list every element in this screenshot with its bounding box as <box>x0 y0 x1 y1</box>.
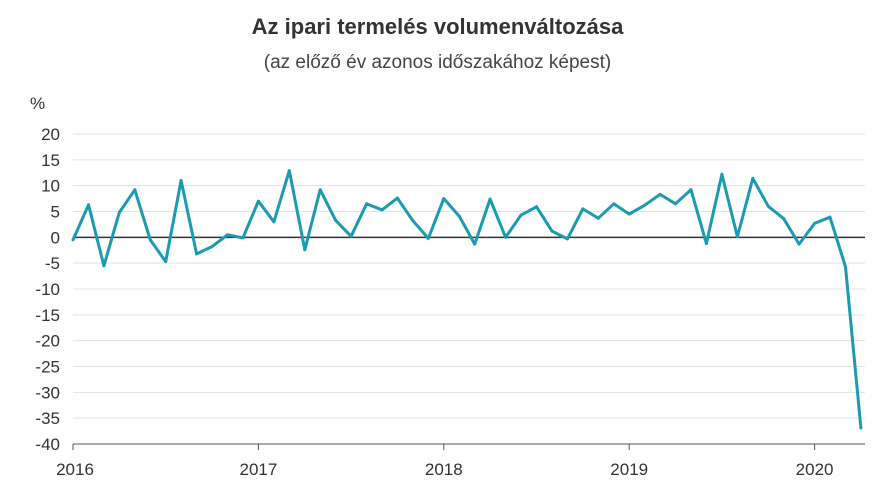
data-point <box>658 192 662 196</box>
data-point <box>859 426 863 430</box>
data-point <box>287 169 291 173</box>
y-tick-label: -20 <box>35 332 60 351</box>
y-tick-label: -30 <box>35 383 60 402</box>
chart-subtitle: (az előző év azonos időszakához képest) <box>263 52 612 73</box>
data-point <box>133 188 137 192</box>
data-point <box>596 216 600 220</box>
y-tick-label: -15 <box>35 306 60 325</box>
y-tick-label: 10 <box>41 177 60 196</box>
data-point <box>102 264 106 268</box>
data-point <box>550 229 554 233</box>
data-point <box>272 220 276 224</box>
x-tick-label: 2020 <box>796 460 834 479</box>
data-point <box>473 242 477 246</box>
data-point <box>117 211 121 214</box>
data-point <box>210 245 214 249</box>
x-tick-label: 2019 <box>610 460 648 479</box>
data-point <box>565 237 569 241</box>
data-point <box>612 202 616 206</box>
data-point <box>813 221 817 225</box>
chart-title: Az ipari termelés volumenváltozása <box>251 14 624 39</box>
data-point <box>797 242 801 246</box>
data-point <box>87 203 90 207</box>
data-point <box>643 203 647 207</box>
x-tick-label: 2017 <box>239 460 277 479</box>
data-point <box>535 205 538 209</box>
data-point <box>334 218 338 222</box>
y-tick-label: -25 <box>35 358 60 377</box>
data-point <box>488 197 492 201</box>
grid-lines <box>73 133 865 445</box>
data-point <box>148 238 152 242</box>
data-point <box>735 235 739 239</box>
data-point <box>442 197 446 201</box>
y-tick-label: -5 <box>45 254 60 273</box>
data-point <box>365 202 369 206</box>
data-point <box>179 179 183 182</box>
data-point <box>241 236 245 240</box>
data-point <box>751 176 755 180</box>
data-point <box>303 248 307 252</box>
y-tick-label: 15 <box>41 151 60 170</box>
data-point <box>411 219 415 223</box>
x-tick-label: 2016 <box>56 460 94 479</box>
data-point <box>226 233 229 237</box>
data-point <box>689 188 693 192</box>
data-point <box>519 213 523 217</box>
data-point <box>627 212 631 216</box>
data-point <box>674 202 677 206</box>
data-point <box>164 260 168 264</box>
x-tick-label: 2018 <box>425 460 463 479</box>
data-point <box>380 208 384 212</box>
data-point <box>844 265 847 269</box>
data-point <box>71 238 75 242</box>
data-point <box>704 242 708 245</box>
series-group <box>71 169 863 430</box>
y-axis-ticks: 20 15 10 5 0 -5 -10 -15 -20 -25 -30 -35 -40 <box>35 125 60 454</box>
data-point <box>349 234 353 238</box>
data-point <box>581 207 585 211</box>
y-tick-label: 5 <box>51 203 60 222</box>
series-line <box>71 169 863 429</box>
data-point <box>828 215 832 219</box>
data-point <box>720 172 724 176</box>
data-point <box>457 214 461 218</box>
y-tick-label: -40 <box>35 435 60 454</box>
data-point <box>318 188 322 192</box>
data-point <box>395 196 399 200</box>
y-tick-label: 20 <box>41 125 60 144</box>
y-tick-label: 0 <box>51 228 60 247</box>
data-point <box>504 235 508 239</box>
y-axis-unit-label: % <box>30 94 45 113</box>
y-tick-label: -10 <box>35 280 60 299</box>
data-point <box>782 217 786 221</box>
data-point <box>426 236 430 240</box>
data-point <box>766 204 770 208</box>
y-tick-label: -35 <box>35 409 60 428</box>
data-point <box>256 199 260 203</box>
x-axis-ticks: 2016 2017 2018 2019 2020 <box>56 443 865 479</box>
data-point <box>195 252 199 256</box>
